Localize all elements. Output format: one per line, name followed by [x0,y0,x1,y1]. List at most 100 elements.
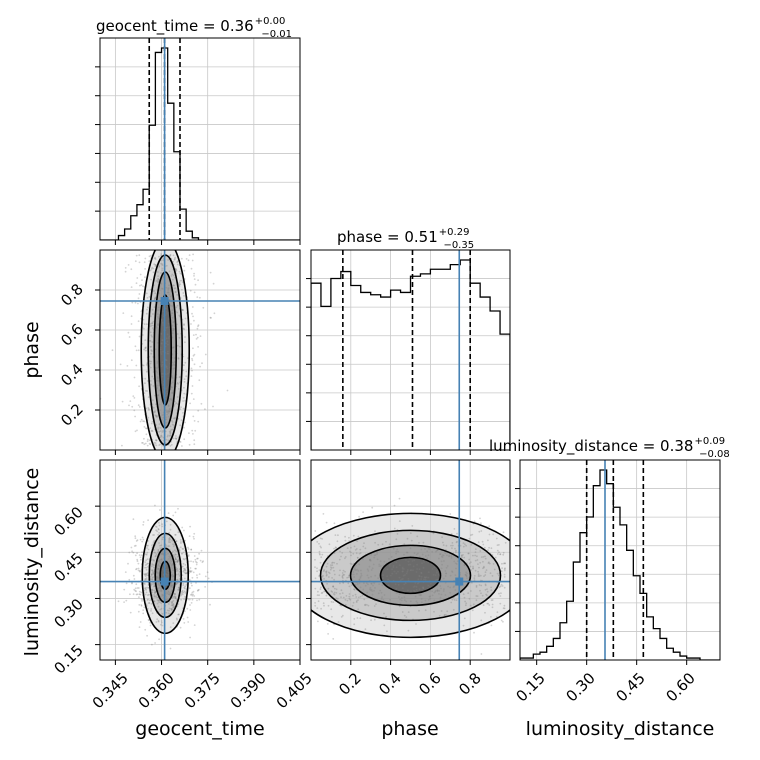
scatter-point [144,583,146,585]
scatter-point [159,436,162,439]
scatter-point [332,566,335,569]
scatter-point [171,332,174,335]
scatter-point [503,586,506,589]
scatter-point [130,359,133,362]
scatter-point [161,594,164,596]
scatter-point [176,333,179,335]
scatter-point [413,552,416,554]
scatter-point [166,352,169,355]
scatter-point [181,281,184,284]
scatter-point [167,552,169,555]
scatter-point [453,599,456,601]
scatter-point [185,370,188,373]
scatter-point [491,603,494,606]
scatter-point [442,577,445,580]
scatter-point [196,336,199,339]
scatter-point [143,420,146,423]
scatter-point [332,638,335,640]
scatter-point [341,572,344,574]
scatter-point [134,589,137,592]
scatter-point [174,557,177,560]
scatter-point [159,544,161,547]
scatter-point [207,577,210,580]
scatter-point [327,571,330,574]
scatter-point [194,283,197,286]
scatter-point [167,545,170,548]
scatter-point [378,563,381,566]
scatter-point [145,427,148,430]
scatter-point [196,327,199,330]
scatter-point [151,583,153,585]
scatter-point [137,302,139,305]
scatter-point [193,532,196,535]
scatter-point [492,563,495,565]
scatter-point [169,304,172,307]
scatter-point [395,550,398,553]
scatter-point [169,538,172,541]
scatter-point [480,530,483,532]
scatter-point [192,535,195,538]
scatter-point [496,611,499,614]
scatter-point [128,336,131,338]
scatter-point [339,569,341,572]
scatter-point [160,282,163,285]
scatter-point [176,382,179,384]
scatter-point [351,584,353,587]
scatter-point [177,559,180,562]
scatter-point [318,550,321,553]
scatter-point [132,574,135,577]
scatter-point [179,546,182,549]
scatter-point [183,386,185,389]
scatter-point [144,347,147,350]
scatter-point [166,411,169,414]
scatter-point [177,383,180,385]
scatter-point [150,324,153,327]
scatter-point [399,602,402,605]
scatter-point [138,554,141,556]
scatter-point [333,593,336,596]
scatter-point [173,328,175,330]
scatter-point [146,323,148,326]
scatter-point [478,530,481,533]
scatter-point [180,279,183,282]
scatter-point [145,588,148,591]
scatter-point [161,523,164,526]
scatter-point [497,574,500,577]
scatter-point [451,542,454,544]
scatter-point [184,341,186,344]
scatter-point [373,556,376,559]
scatter-point [144,578,147,580]
scatter-point [176,260,179,263]
scatter-point [160,558,163,561]
scatter-point [145,370,148,373]
scatter-point [316,541,319,543]
scatter-point [157,550,160,553]
scatter-point [333,587,336,590]
scatter-point [401,587,404,589]
scatter-point [369,589,372,592]
scatter-point [369,559,372,562]
scatter-point [444,575,447,577]
scatter-point [141,600,143,602]
scatter-point [153,595,156,598]
scatter-point [146,308,148,311]
scatter-point [158,565,161,567]
scatter-point [477,541,480,544]
scatter-point [172,554,175,556]
scatter-point [174,597,177,599]
scatter-point [138,590,141,593]
scatter-point [169,583,172,586]
scatter-point [142,285,144,288]
scatter-point [503,568,506,570]
scatter-point [391,572,394,575]
scatter-point [178,336,181,339]
scatter-point [135,282,138,285]
scatter-point [410,590,412,592]
scatter-point [184,577,186,580]
scatter-point [415,553,418,556]
scatter-point [182,591,185,594]
xlabel-phase: phase [381,718,438,740]
scatter-point [171,596,174,599]
scatter-point [361,594,364,597]
scatter-point [145,573,148,576]
